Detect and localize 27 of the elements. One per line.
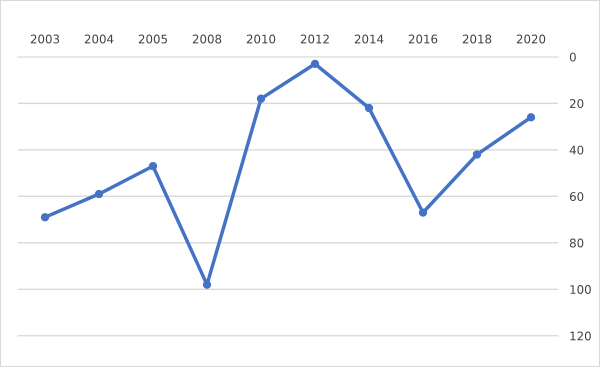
point (94, 190, 104, 198)
x-tick-label: 2005 (138, 34, 167, 44)
point (364, 104, 374, 112)
y-tick-label: 0 (570, 52, 576, 62)
y-tick-label: 100 (570, 285, 591, 294)
point (40, 213, 50, 222)
point (472, 150, 482, 159)
x-tick-label: 2010 (246, 34, 276, 44)
x-tick-label: 2018 (462, 34, 492, 44)
x-tick-label: 2016 (408, 34, 438, 44)
point (148, 162, 158, 170)
y-tick-label: 20 (570, 99, 584, 108)
point (526, 113, 536, 122)
y-tick-label: 40 (570, 146, 584, 155)
x-tick-label: 2003 (30, 34, 60, 44)
x-tick-label: 2008 (192, 34, 222, 44)
x-tick-label: 2012 (300, 34, 329, 44)
point (256, 94, 266, 103)
y-tick-label: 80 (570, 238, 584, 248)
point (310, 60, 320, 68)
point (202, 280, 212, 289)
point (418, 208, 428, 217)
x-tick-label: 2004 (84, 34, 114, 44)
x-tick-label: 2014 (354, 34, 384, 44)
y-tick-label: 120 (570, 332, 591, 340)
y-tick-label: 60 (570, 192, 584, 201)
x-tick-label: 2020 (516, 34, 546, 44)
